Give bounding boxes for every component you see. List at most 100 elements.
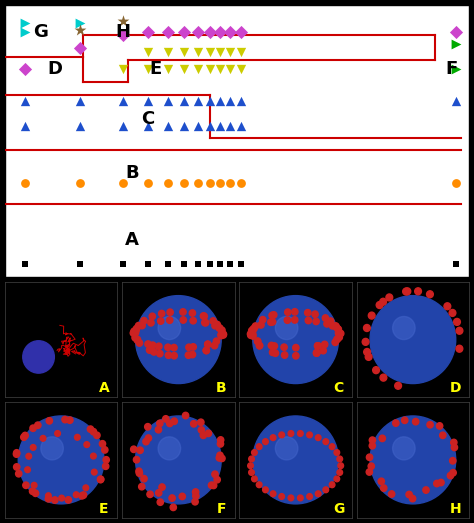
Circle shape — [167, 309, 173, 315]
Circle shape — [444, 303, 451, 310]
Circle shape — [214, 321, 220, 328]
Circle shape — [147, 491, 153, 497]
Circle shape — [292, 309, 298, 315]
X-axis label: $K_b$: $K_b$ — [228, 305, 246, 324]
Circle shape — [279, 432, 284, 438]
Point — [194, 178, 202, 187]
Circle shape — [98, 476, 104, 483]
Circle shape — [252, 476, 257, 482]
Circle shape — [203, 347, 210, 354]
Point — [181, 64, 188, 73]
Point — [119, 31, 127, 39]
Point — [145, 48, 152, 56]
Circle shape — [138, 483, 145, 490]
Circle shape — [334, 476, 340, 482]
Point — [206, 28, 214, 37]
Circle shape — [13, 451, 19, 457]
Circle shape — [41, 437, 64, 460]
Ellipse shape — [373, 422, 453, 498]
Point — [164, 28, 172, 37]
Circle shape — [307, 432, 312, 438]
Circle shape — [46, 417, 53, 424]
Circle shape — [216, 454, 222, 461]
Point — [237, 28, 245, 37]
Point — [226, 48, 234, 56]
Circle shape — [315, 435, 321, 440]
Circle shape — [401, 417, 408, 424]
Circle shape — [373, 367, 380, 373]
Point — [145, 260, 152, 268]
Circle shape — [320, 347, 327, 354]
Point — [217, 64, 224, 73]
Circle shape — [260, 316, 266, 323]
Circle shape — [386, 294, 392, 301]
Circle shape — [218, 332, 224, 339]
Text: B: B — [216, 381, 227, 395]
Circle shape — [380, 374, 387, 381]
Circle shape — [91, 469, 97, 475]
Point — [164, 121, 172, 130]
Point — [119, 17, 127, 26]
Point — [194, 48, 202, 56]
Circle shape — [324, 321, 330, 327]
Circle shape — [155, 343, 162, 349]
Point — [226, 178, 234, 187]
Point — [452, 97, 460, 105]
Point — [452, 40, 460, 48]
Circle shape — [217, 325, 223, 332]
Circle shape — [366, 454, 373, 461]
Point — [164, 64, 172, 73]
Circle shape — [249, 456, 255, 462]
Circle shape — [55, 430, 60, 436]
Circle shape — [212, 323, 218, 329]
Circle shape — [364, 324, 370, 332]
Circle shape — [285, 309, 291, 315]
Circle shape — [74, 435, 80, 440]
Circle shape — [190, 317, 196, 324]
Point — [21, 178, 28, 187]
Circle shape — [366, 469, 373, 475]
Point — [237, 121, 245, 130]
Circle shape — [456, 345, 463, 352]
Circle shape — [392, 316, 415, 339]
Circle shape — [368, 463, 374, 470]
Circle shape — [315, 343, 321, 349]
Circle shape — [201, 320, 208, 326]
Point — [194, 64, 202, 73]
Point — [164, 260, 172, 268]
Circle shape — [250, 326, 256, 332]
Circle shape — [392, 437, 415, 460]
Point — [76, 121, 84, 130]
Point — [21, 260, 28, 268]
Circle shape — [378, 478, 384, 485]
Point — [76, 43, 84, 52]
Circle shape — [337, 470, 343, 475]
Circle shape — [133, 325, 140, 332]
Circle shape — [217, 452, 223, 459]
Circle shape — [314, 350, 320, 356]
Circle shape — [450, 458, 456, 464]
Circle shape — [87, 426, 94, 433]
Circle shape — [322, 315, 328, 321]
Circle shape — [332, 339, 338, 346]
Circle shape — [332, 323, 339, 329]
Text: H: H — [450, 502, 462, 516]
Circle shape — [253, 416, 338, 504]
Circle shape — [198, 427, 205, 433]
Circle shape — [335, 326, 341, 333]
Circle shape — [253, 295, 338, 383]
Point — [76, 260, 84, 268]
Circle shape — [275, 437, 298, 460]
Circle shape — [210, 318, 216, 324]
Circle shape — [288, 495, 294, 501]
Circle shape — [217, 441, 224, 447]
Circle shape — [210, 482, 217, 488]
Text: A: A — [125, 231, 139, 248]
Circle shape — [288, 430, 294, 436]
Point — [226, 64, 234, 73]
Circle shape — [131, 446, 137, 452]
Circle shape — [334, 450, 340, 456]
Circle shape — [271, 343, 278, 349]
Point — [217, 97, 224, 105]
Circle shape — [256, 343, 263, 349]
